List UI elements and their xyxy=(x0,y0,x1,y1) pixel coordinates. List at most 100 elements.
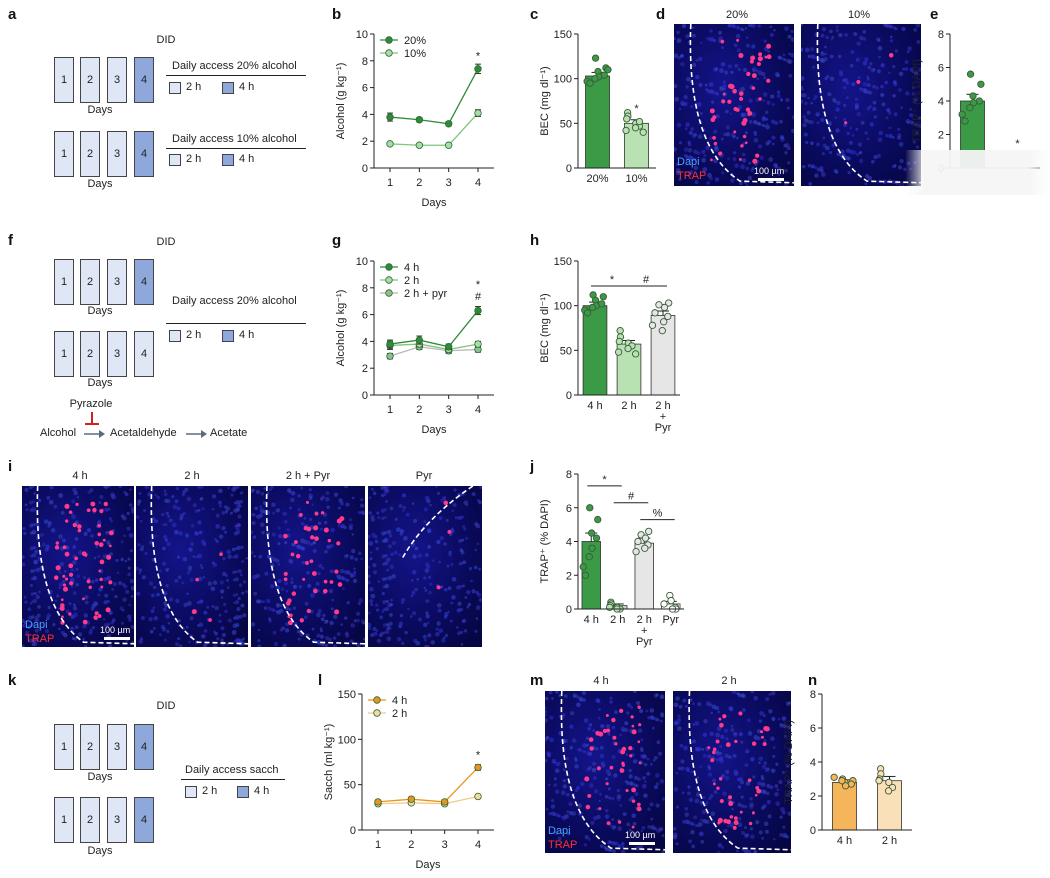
dapi-nucleus xyxy=(722,80,727,84)
dapi-nucleus xyxy=(212,580,218,585)
dapi-nucleus xyxy=(109,519,113,523)
trap-cell xyxy=(75,502,79,507)
dapi-nucleus xyxy=(224,510,229,514)
trap-cell xyxy=(285,601,291,606)
dapi-nucleus xyxy=(699,112,703,115)
dapi-nucleus xyxy=(741,158,747,163)
trap-cell xyxy=(90,501,96,507)
dapi-nucleus xyxy=(916,40,921,44)
legend-2h-swatch xyxy=(169,154,181,166)
dapi-nucleus xyxy=(884,80,889,85)
dapi-nucleus xyxy=(300,538,305,544)
dapi-nucleus xyxy=(907,46,912,51)
dapi-nucleus xyxy=(683,147,689,152)
dapi-nucleus xyxy=(712,38,717,43)
dapi-nucleus xyxy=(904,60,909,64)
trap-cell xyxy=(310,535,315,540)
trap-cell xyxy=(54,545,60,550)
dapi-nucleus xyxy=(59,562,64,567)
scale-bar xyxy=(758,178,784,181)
dapi-nucleus xyxy=(256,599,260,604)
dapi-nucleus xyxy=(235,486,240,489)
dapi-nucleus xyxy=(348,518,353,522)
dapi-nucleus xyxy=(901,184,905,186)
panel-letter-j: j xyxy=(530,458,535,475)
dapi-nucleus xyxy=(437,491,441,495)
dapi-nucleus xyxy=(860,120,865,125)
dapi-nucleus xyxy=(779,135,785,140)
dapi-nucleus xyxy=(112,582,117,587)
dapi-nucleus xyxy=(802,93,808,98)
day-box: 2 xyxy=(80,57,100,103)
trap-cell xyxy=(195,577,199,582)
dapi-nucleus xyxy=(854,97,858,101)
dapi-nucleus xyxy=(761,116,766,120)
dapi-nucleus xyxy=(320,617,325,622)
dapi-nucleus xyxy=(368,611,371,615)
dapi-nucleus xyxy=(154,534,157,538)
dapi-nucleus xyxy=(120,621,124,625)
legend-4h-swatch xyxy=(222,154,234,166)
dapi-nucleus xyxy=(721,171,725,175)
dapi-nucleus xyxy=(211,494,217,499)
dapi-nucleus xyxy=(859,158,864,163)
trap-cell xyxy=(62,574,66,578)
dapi-nucleus xyxy=(167,514,170,518)
dapi-nucleus xyxy=(263,606,268,610)
dapi-nucleus xyxy=(372,563,377,568)
dapi-nucleus xyxy=(220,589,225,594)
dapi-nucleus xyxy=(292,606,297,610)
dapi-nucleus xyxy=(275,585,281,590)
dapi-nucleus xyxy=(829,76,835,81)
dapi-nucleus xyxy=(425,611,429,615)
dapi-nucleus xyxy=(129,488,132,491)
dapi-nucleus xyxy=(376,608,380,612)
dapi-nucleus xyxy=(824,52,827,56)
dapi-nucleus xyxy=(210,586,216,592)
dapi-nucleus xyxy=(138,571,142,575)
y-tick-label: 4 xyxy=(810,757,816,769)
dapi-nucleus xyxy=(360,498,364,502)
dapi-nucleus xyxy=(845,81,850,85)
dapi-nucleus xyxy=(806,110,811,115)
dapi-nucleus xyxy=(33,568,37,572)
dapi-nucleus xyxy=(392,541,396,546)
dapi-nucleus xyxy=(175,598,180,604)
dapi-nucleus xyxy=(129,578,134,584)
data-point xyxy=(838,777,846,785)
trap-cell xyxy=(766,43,772,49)
dapi-nucleus xyxy=(355,611,360,616)
dapi-nucleus xyxy=(352,578,358,584)
access-header: Daily access 20% alcohol xyxy=(172,295,297,307)
dapi-nucleus xyxy=(350,572,354,577)
dapi-nucleus xyxy=(445,518,449,522)
dapi-nucleus xyxy=(722,87,726,91)
dapi-nucleus xyxy=(177,575,182,580)
dapi-label: Dapi xyxy=(25,619,48,631)
dapi-nucleus xyxy=(915,145,920,149)
panel-letter-h: h xyxy=(530,232,540,249)
dapi-nucleus xyxy=(181,493,185,497)
dapi-nucleus xyxy=(200,566,204,570)
dapi-nucleus xyxy=(875,86,879,90)
dapi-nucleus xyxy=(424,589,428,592)
dapi-nucleus xyxy=(782,57,786,61)
dapi-nucleus xyxy=(127,557,131,561)
dapi-nucleus xyxy=(211,605,215,608)
dapi-nucleus xyxy=(770,94,775,99)
dapi-nucleus xyxy=(724,70,729,75)
dapi-nucleus xyxy=(161,512,165,517)
trap-cell xyxy=(327,538,332,543)
dapi-nucleus xyxy=(862,37,867,41)
dapi-nucleus xyxy=(201,507,205,511)
legend-4h-swatch xyxy=(222,330,234,342)
dapi-nucleus xyxy=(278,608,284,614)
dapi-nucleus xyxy=(82,576,87,580)
dapi-nucleus xyxy=(826,74,830,79)
day-box: 2 xyxy=(80,724,100,770)
dapi-nucleus xyxy=(97,555,101,558)
dapi-nucleus xyxy=(852,150,857,155)
dapi-nucleus xyxy=(411,502,415,505)
dapi-nucleus xyxy=(165,511,169,515)
dapi-nucleus xyxy=(862,30,867,34)
